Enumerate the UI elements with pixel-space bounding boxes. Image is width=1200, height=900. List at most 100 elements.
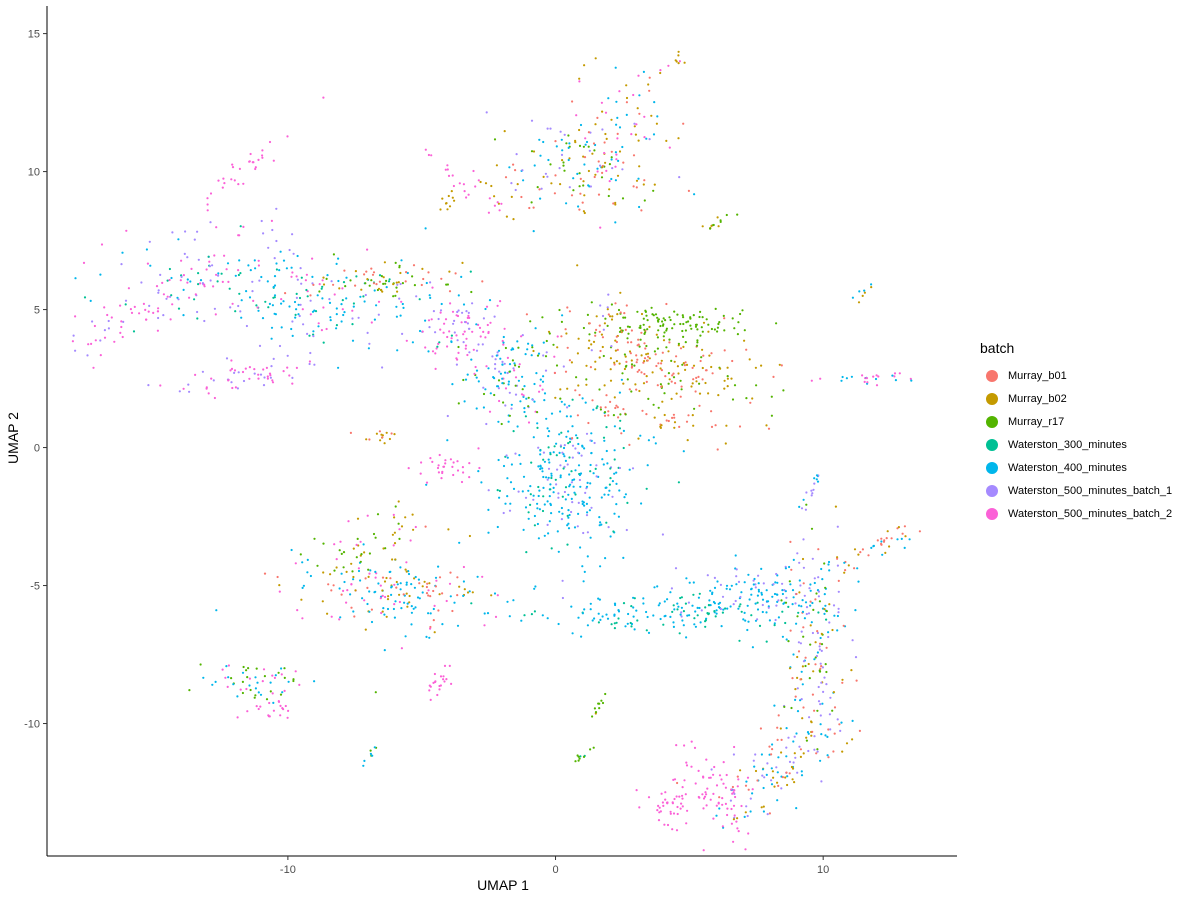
scatter-point (333, 293, 336, 296)
scatter-point (655, 333, 658, 336)
scatter-point (387, 280, 391, 283)
scatter-point (393, 616, 396, 619)
scatter-point (213, 254, 216, 257)
scatter-point (543, 399, 546, 402)
scatter-point (381, 594, 384, 598)
scatter-point (792, 740, 795, 743)
scatter-point (457, 351, 460, 354)
scatter-point (488, 410, 492, 413)
scatter-point (229, 306, 232, 309)
scatter-point (413, 577, 416, 580)
scatter-point (678, 795, 681, 798)
scatter-point (487, 330, 490, 334)
scatter-point (828, 603, 831, 606)
scatter-point (893, 372, 897, 375)
scatter-point (637, 177, 640, 180)
scatter-point (269, 681, 272, 684)
scatter-point (761, 598, 765, 601)
scatter-point (591, 715, 594, 718)
scatter-point (404, 635, 407, 638)
scatter-point (607, 526, 610, 529)
scatter-point (433, 672, 436, 676)
scatter-point (253, 372, 256, 375)
scatter-point (393, 542, 397, 545)
scatter-point (820, 665, 823, 668)
scatter-point (525, 551, 528, 554)
scatter-point (640, 354, 643, 357)
scatter-point (872, 545, 875, 548)
y-tick-label: 0 (34, 443, 40, 455)
scatter-point (743, 329, 746, 332)
scatter-point (827, 635, 830, 639)
scatter-point (789, 629, 792, 632)
scatter-point (547, 446, 550, 449)
scatter-point (710, 352, 713, 355)
scatter-point (594, 368, 597, 371)
scatter-point (248, 366, 251, 369)
scatter-point (881, 553, 884, 556)
scatter-point (258, 344, 262, 347)
scatter-point (541, 316, 544, 319)
scatter-point (745, 348, 748, 351)
scatter-point (686, 439, 689, 442)
scatter-point (169, 318, 172, 321)
scatter-point (571, 444, 575, 447)
y-tick-label: 5 (34, 305, 40, 317)
scatter-point (628, 325, 631, 329)
scatter-point (229, 369, 232, 372)
scatter-point (373, 289, 376, 292)
scatter-point (768, 619, 772, 622)
scatter-point (665, 419, 668, 422)
scatter-point (675, 355, 678, 358)
scatter-point (724, 802, 728, 806)
scatter-point (470, 290, 473, 294)
scatter-point (464, 378, 468, 381)
scatter-point (784, 567, 788, 570)
scatter-point (502, 335, 505, 339)
scatter-point (819, 636, 822, 640)
scatter-point (772, 776, 775, 779)
scatter-point (308, 360, 311, 363)
scatter-point (659, 383, 663, 386)
scatter-point (343, 580, 346, 584)
scatter-point (247, 667, 250, 670)
scatter-point (619, 291, 622, 294)
scatter-point (668, 378, 671, 381)
scatter-point (536, 186, 539, 189)
scatter-point (767, 606, 770, 609)
scatter-point (511, 163, 515, 166)
scatter-point (819, 377, 822, 380)
scatter-point (638, 345, 641, 348)
scatter-point (417, 578, 420, 581)
x-tick-label: 0 (552, 864, 558, 876)
scatter-point (424, 148, 427, 151)
scatter-point (800, 630, 803, 633)
scatter-point (566, 543, 569, 546)
scatter-point (558, 308, 561, 312)
scatter-point (563, 169, 566, 172)
scatter-point (655, 122, 659, 125)
scatter-point (786, 783, 789, 787)
scatter-point (326, 274, 329, 277)
scatter-point (683, 364, 687, 367)
scatter-point (309, 574, 312, 578)
scatter-point (431, 350, 435, 353)
scatter-point (542, 341, 545, 344)
scatter-point (541, 380, 545, 383)
scatter-point (602, 436, 606, 439)
scatter-point (777, 756, 780, 759)
scatter-point (524, 353, 527, 356)
scatter-point (756, 594, 760, 597)
scatter-point (296, 609, 299, 612)
scatter-point (837, 590, 840, 593)
scatter-point (672, 812, 676, 815)
scatter-point (763, 776, 766, 779)
scatter-point (291, 320, 294, 323)
scatter-point (241, 671, 245, 674)
scatter-point (570, 194, 574, 197)
scatter-point (546, 127, 549, 130)
scatter-point (804, 601, 808, 604)
scatter-point (801, 717, 804, 720)
scatter-point (234, 274, 237, 277)
scatter-point (525, 313, 529, 316)
